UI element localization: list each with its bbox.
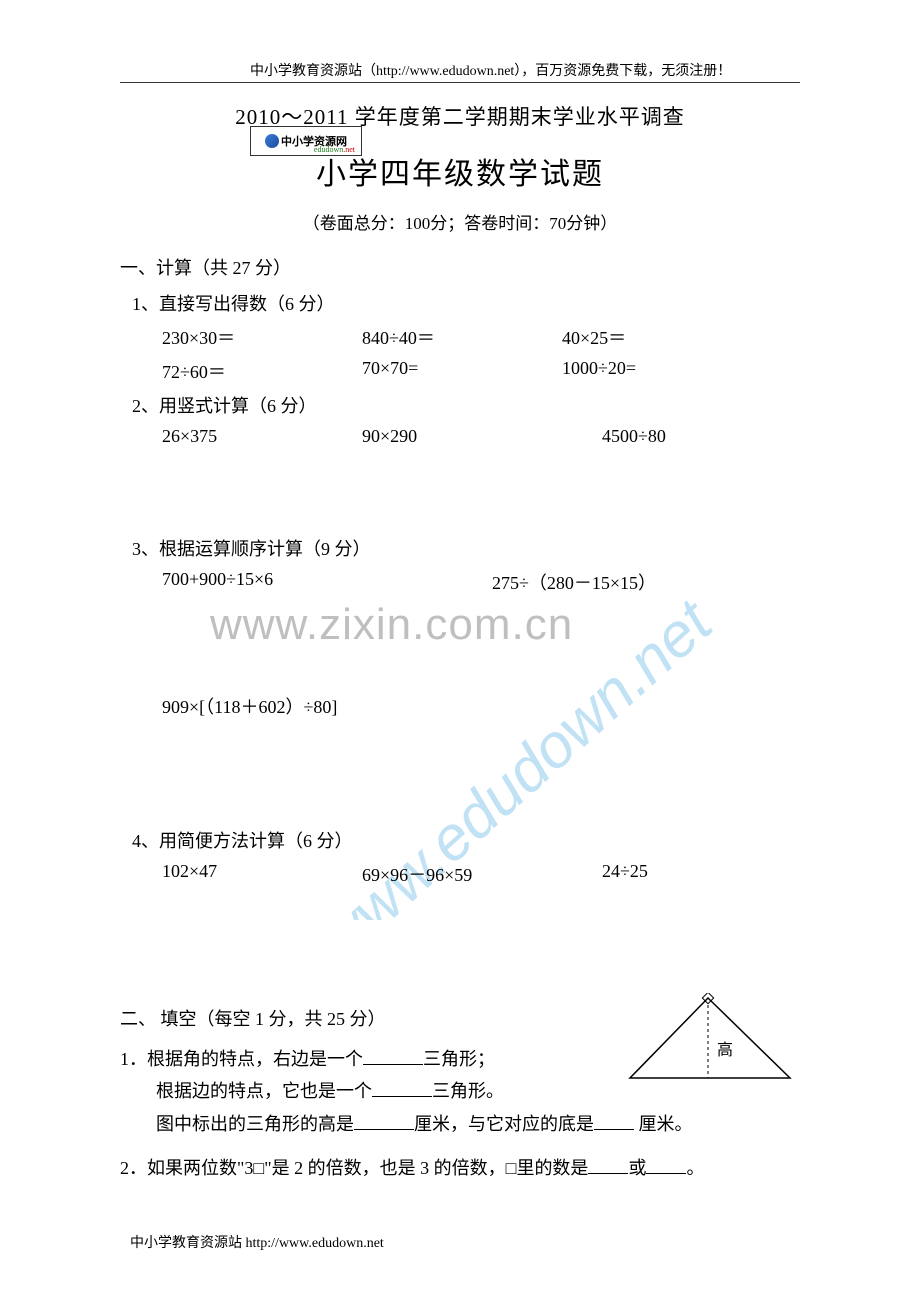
q1-r1c2: 840÷40＝ — [362, 324, 562, 350]
q1-r1c1: 230×30＝ — [162, 324, 362, 350]
fill-1: 1．根据角的特点，右边是一个三角形； 根据边的特点，它也是一个三角形。 图中标出… — [120, 1043, 800, 1140]
blank — [594, 1112, 634, 1130]
q1-r2c2: 70×70= — [362, 358, 562, 384]
q1-r2c3: 1000÷20= — [562, 358, 636, 384]
header: 中小学资源网 edudown.net 中小学教育资源站（http://www.e… — [120, 60, 800, 83]
q2-c1: 26×375 — [162, 426, 362, 447]
section-1: 一、计算（共 27 分） — [120, 254, 800, 280]
content: 2010～2011 学年度第二学期期末学业水平调查 小学四年级数学试题 （卷面总… — [120, 101, 800, 1185]
blank — [363, 1047, 423, 1065]
subsection-1-2: 2、用竖式计算（6 分） — [132, 392, 800, 418]
q3-r1c1: 700+900÷15×6 — [162, 569, 492, 595]
subtitle: （卷面总分：100分；答卷时间：70分钟） — [120, 209, 800, 234]
footer: 中小学教育资源站 http://www.edudown.net — [130, 1232, 384, 1252]
q1-r1c3: 40×25＝ — [562, 324, 626, 350]
section-2: 二、 填空（每空 1 分，共 25 分） — [120, 1005, 800, 1031]
blank — [588, 1156, 628, 1174]
header-text: 中小学教育资源站（http://www.edudown.net），百万资源免费下… — [250, 60, 800, 82]
q1-r2c1: 72÷60＝ — [162, 358, 362, 384]
q4-c2: 69×96－96×59 — [362, 861, 602, 887]
q2-c2: 90×290 — [362, 426, 602, 447]
q4-c1: 102×47 — [162, 861, 362, 887]
title-main: 小学四年级数学试题 — [120, 149, 800, 193]
blank — [646, 1156, 686, 1174]
q3-row2: 909×[（118＋602）÷80] — [162, 693, 800, 719]
q3-r1c2: 275÷（280－15×15） — [492, 569, 656, 595]
q2-c3: 4500÷80 — [602, 426, 666, 447]
title-line1: 2010～2011 学年度第二学期期末学业水平调查 — [120, 101, 800, 131]
subsection-1-1: 1、直接写出得数（6 分） — [132, 290, 800, 316]
fill-2: 2．如果两位数"3□"是 2 的倍数，也是 3 的倍数，□里的数是或。 — [120, 1152, 800, 1184]
q1-row1: 230×30＝ 840÷40＝ 40×25＝ — [162, 324, 800, 350]
q2-row: 26×375 90×290 4500÷80 — [162, 426, 800, 447]
blank — [372, 1079, 432, 1097]
subsection-1-4: 4、用简便方法计算（6 分） — [132, 827, 800, 853]
q4-c3: 24÷25 — [602, 861, 648, 887]
q3-row1: 700+900÷15×6 275÷（280－15×15） — [162, 569, 800, 595]
subsection-1-3: 3、根据运算顺序计算（9 分） — [132, 535, 800, 561]
q1-row2: 72÷60＝ 70×70= 1000÷20= — [162, 358, 800, 384]
q4-row: 102×47 69×96－96×59 24÷25 — [162, 861, 800, 887]
blank — [354, 1112, 414, 1130]
